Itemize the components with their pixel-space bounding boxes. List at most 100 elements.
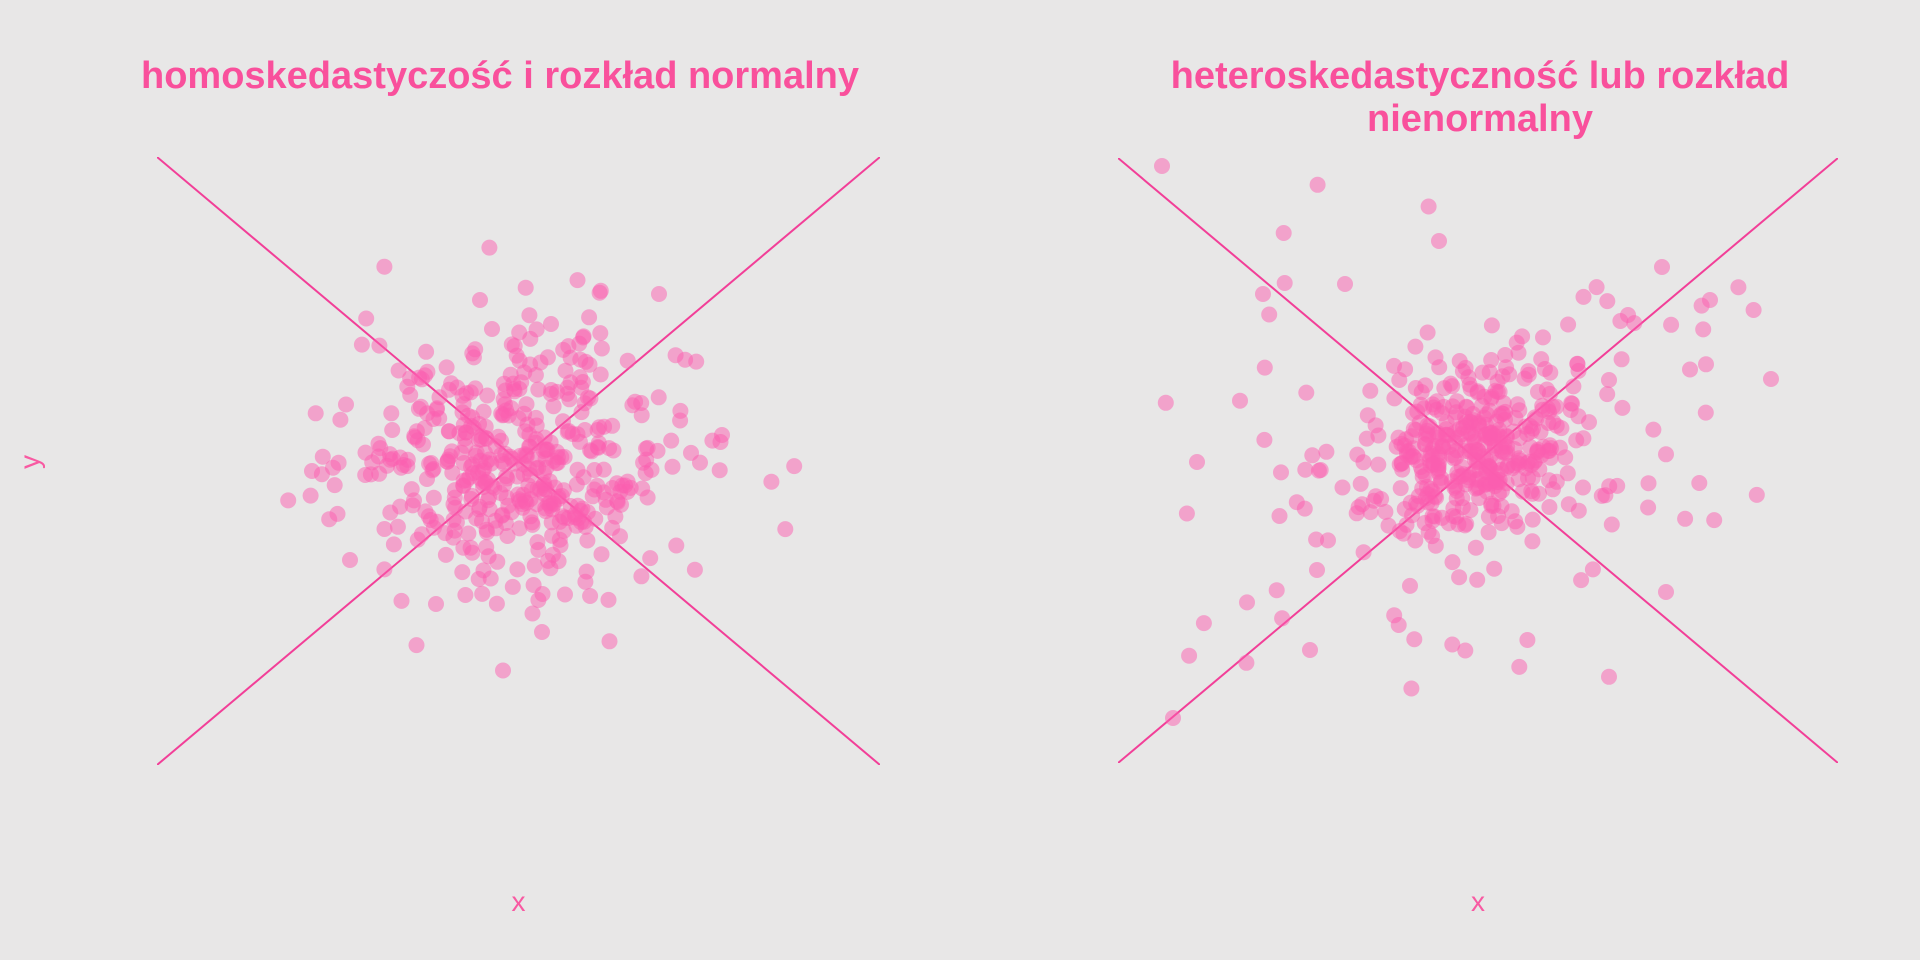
data-point: [313, 466, 330, 483]
data-point: [488, 595, 505, 612]
data-point: [544, 527, 561, 544]
data-point: [1486, 560, 1503, 577]
data-point: [1397, 361, 1414, 378]
data-point: [1271, 508, 1288, 524]
data-point: [568, 476, 585, 493]
data-point: [376, 521, 393, 537]
data-point: [638, 451, 655, 468]
data-point: [1501, 366, 1518, 383]
data-point: [1542, 364, 1559, 381]
data-point: [1497, 347, 1514, 363]
data-point: [371, 337, 388, 354]
data-point: [527, 409, 544, 426]
data-point: [425, 519, 442, 536]
data-point: [592, 366, 609, 383]
data-point: [1520, 470, 1536, 487]
data-point: [370, 435, 387, 452]
data-point: [557, 586, 573, 603]
data-point: [1697, 404, 1714, 421]
data-point: [1551, 439, 1568, 456]
data-point: [1640, 475, 1657, 492]
data-point: [510, 491, 527, 508]
data-point: [1507, 513, 1524, 530]
data-point: [431, 389, 448, 406]
data-point: [1261, 306, 1278, 323]
data-point: [555, 341, 572, 358]
data-point: [1391, 456, 1408, 473]
data-point: [1626, 315, 1643, 332]
data-point: [448, 514, 465, 531]
scatter-svg-right: [1118, 158, 1838, 763]
data-point: [548, 455, 565, 472]
data-point: [1304, 447, 1321, 464]
data-point: [492, 447, 509, 464]
data-point: [1392, 480, 1409, 497]
data-point: [543, 316, 559, 332]
data-point: [390, 362, 407, 379]
data-point: [1386, 390, 1403, 407]
data-point: [1359, 407, 1376, 424]
data-point: [425, 489, 442, 506]
data-point: [595, 484, 612, 501]
data-point: [496, 375, 512, 392]
data-point: [409, 531, 426, 548]
data-point: [1275, 225, 1292, 241]
data-point: [663, 432, 680, 449]
data-point: [302, 487, 319, 504]
data-point: [542, 560, 559, 577]
data-point: [1423, 495, 1440, 512]
data-point: [1352, 475, 1369, 492]
data-point: [1477, 427, 1494, 444]
data-point: [475, 562, 492, 579]
data-point: [504, 578, 521, 595]
data-point: [553, 488, 570, 504]
data-point: [1486, 439, 1503, 456]
data-point: [441, 423, 458, 440]
data-point: [1601, 668, 1617, 685]
y-axis-label: y: [14, 455, 45, 469]
data-point: [1522, 439, 1539, 455]
data-point: [1523, 483, 1540, 500]
data-point: [428, 596, 444, 612]
data-point: [522, 467, 538, 483]
data-point: [1447, 434, 1463, 451]
data-point: [711, 462, 728, 479]
data-point: [393, 592, 410, 609]
data-point: [463, 487, 480, 504]
data-point: [1535, 329, 1551, 346]
data-point: [498, 489, 515, 506]
data-point: [342, 552, 358, 568]
data-point: [593, 546, 610, 563]
data-point: [777, 521, 794, 538]
data-point: [495, 391, 512, 408]
data-point: [1460, 369, 1477, 386]
data-point: [454, 564, 471, 581]
data-point: [503, 336, 520, 353]
data-point: [530, 592, 547, 608]
data-point: [530, 541, 547, 558]
data-point: [1457, 642, 1474, 659]
data-point: [1350, 499, 1367, 516]
data-point: [471, 416, 487, 432]
data-point: [517, 446, 534, 463]
data-point: [1391, 523, 1408, 540]
data-point: [686, 561, 703, 578]
data-point: [418, 343, 435, 360]
data-point: [1480, 524, 1497, 541]
data-point: [1509, 396, 1526, 413]
data-point: [524, 605, 541, 622]
scatter-points: [1154, 158, 1779, 726]
data-point: [622, 479, 639, 496]
data-point: [601, 633, 618, 650]
data-point: [1302, 642, 1318, 658]
data-point: [1358, 430, 1375, 447]
data-point: [495, 406, 512, 423]
data-point: [1481, 458, 1497, 475]
data-point: [569, 272, 586, 289]
right-panel-title: heteroskedastyczność lub rozkład nienorm…: [1170, 55, 1790, 140]
data-point: [446, 482, 463, 499]
data-point: [1444, 636, 1461, 653]
right-x-axis-label: x: [1471, 886, 1485, 917]
data-point: [1414, 480, 1431, 497]
data-point: [1531, 461, 1548, 478]
